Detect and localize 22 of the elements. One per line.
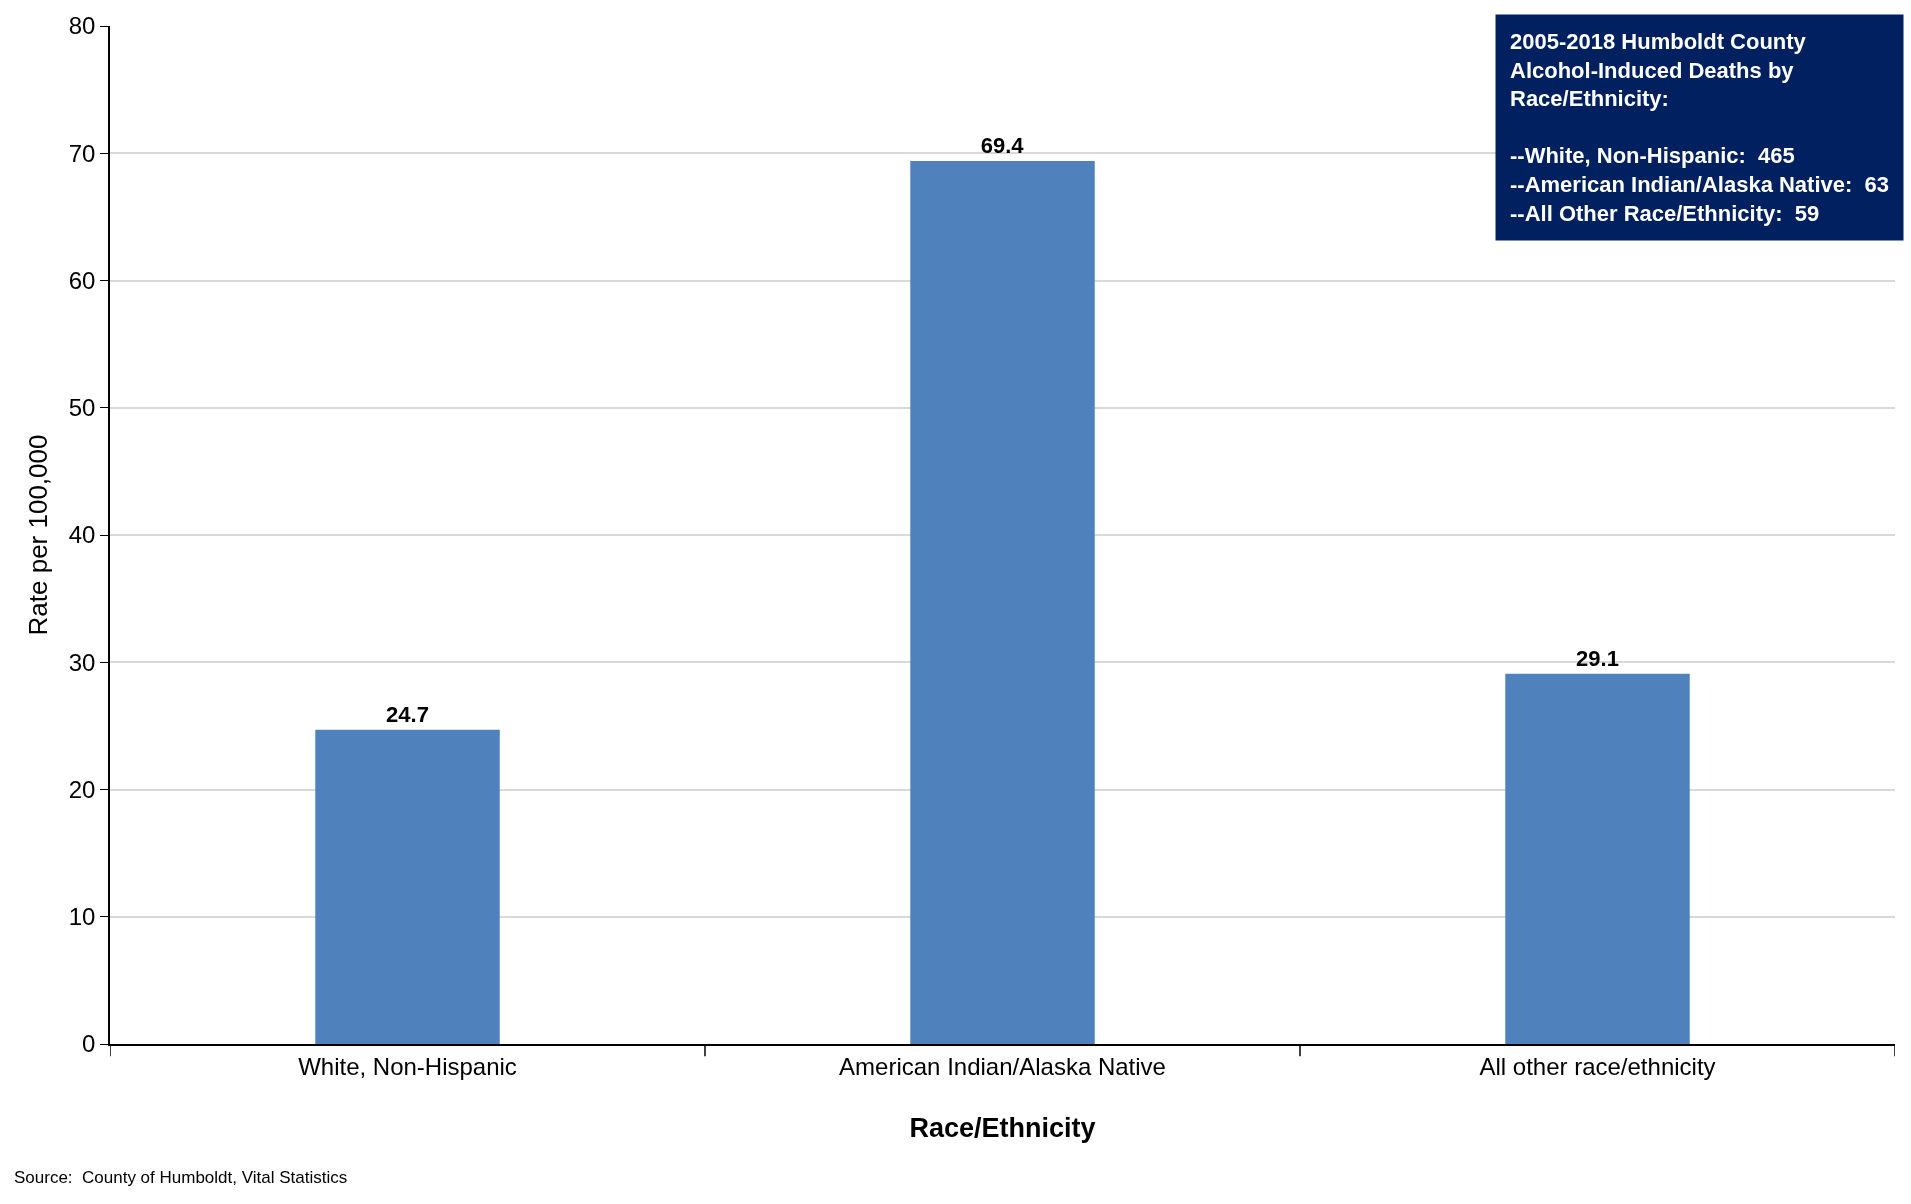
bar [315, 729, 500, 1044]
data-label: 69.4 [980, 132, 1025, 158]
y-tick-label: 40 [68, 521, 96, 549]
y-tick-label: 50 [68, 394, 96, 422]
y-axis-title: Rate per 100,000 [22, 434, 53, 636]
y-tick-label: 80 [68, 12, 96, 40]
y-tick-label: 0 [82, 1030, 96, 1058]
x-tick-label: White, Non-Hispanic [298, 1052, 517, 1080]
bar [910, 160, 1095, 1044]
x-tick-label: American Indian/Alaska Native [839, 1052, 1166, 1080]
data-label: 24.7 [386, 701, 429, 727]
x-tick-label: All other race/ethnicity [1479, 1052, 1716, 1080]
y-tick-label: 70 [68, 139, 96, 167]
data-label: 29.1 [1576, 645, 1619, 671]
source-note: Source: County of Humboldt, Vital Statistics [14, 1168, 348, 1187]
bar [1505, 673, 1690, 1044]
y-tick-label: 10 [68, 903, 96, 931]
y-tick-label: 20 [68, 775, 96, 803]
y-tick-label: 60 [68, 266, 96, 294]
y-tick-label: 30 [68, 648, 96, 676]
text: 2005-2018 Humboldt County Alcohol-Induced Deaths by Race/Ethnicity: --White, Non-Hispanic: 465 --American Indian/Alaska Native: 63 --All Other Race/Ethnicity: 59 [1510, 29, 1890, 226]
x-axis-title: Race/Ethnicity [909, 1113, 1096, 1144]
